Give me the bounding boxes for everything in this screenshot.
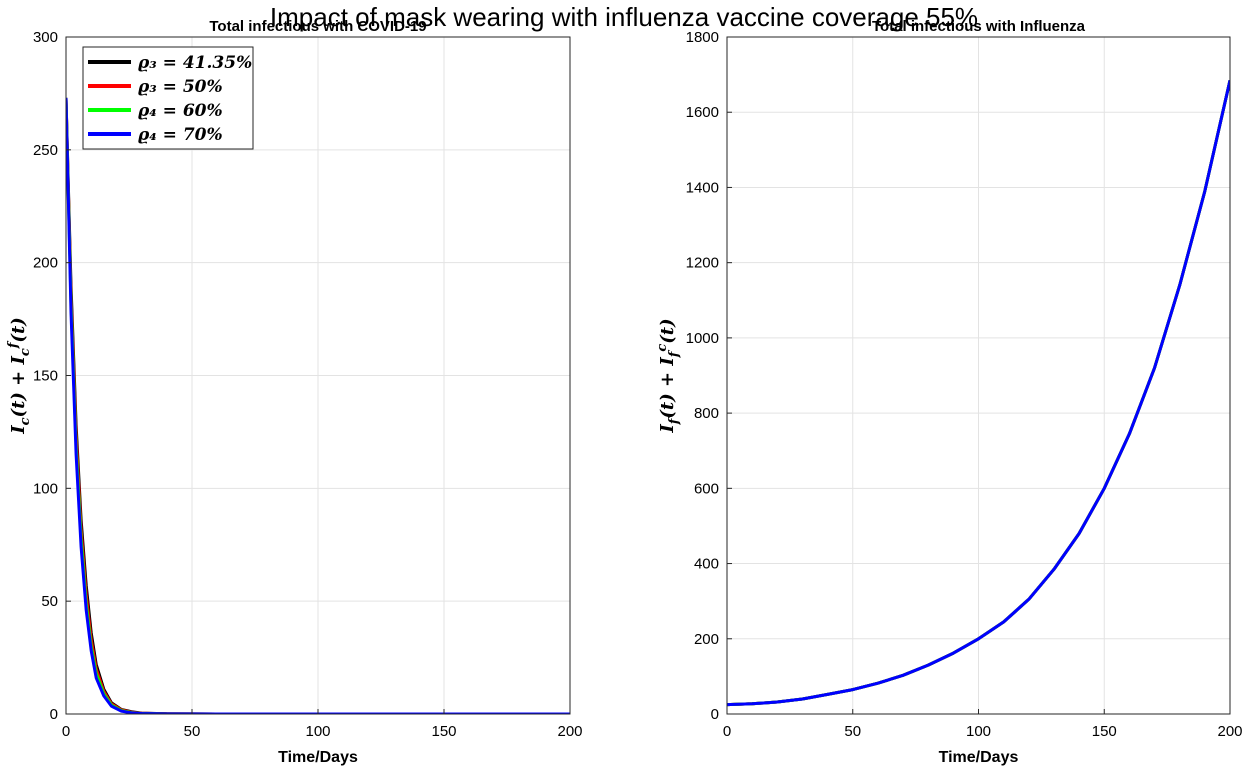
y-tick-label: 600 — [694, 480, 719, 497]
legend: ϱ₃ = 41.35% ϱ₃ = 50% ϱ₄ = 60% ϱ₄ = 70% — [82, 46, 254, 150]
x-axis-label: Time/Days — [939, 749, 1019, 766]
y-tick-label: 250 — [33, 142, 58, 159]
x-tick-label: 150 — [431, 723, 456, 740]
chart-title: Total infectious with COVID-19 — [209, 18, 426, 35]
x-tick-label: 200 — [1217, 723, 1242, 740]
legend-label-1: ϱ₃ = 41.35% — [138, 53, 252, 73]
y-tick-label: 800 — [694, 405, 719, 422]
y-axis-label-part-0-3: c — [18, 348, 33, 356]
y-axis-label-part-0-5: (t) — [8, 317, 29, 342]
y-axis-label-part-0-1: c — [18, 417, 33, 425]
series-line-4 — [66, 97, 570, 714]
y-axis-label-part-1-5: (t) — [657, 318, 678, 343]
y-tick-label: 200 — [33, 255, 58, 272]
y-tick-label: 400 — [694, 556, 719, 573]
y-tick-label: 150 — [33, 368, 58, 385]
legend-label-2: ϱ₃ = 50% — [138, 77, 223, 97]
y-tick-label: 1600 — [686, 104, 719, 121]
x-axis-label: Time/Days — [278, 749, 358, 766]
y-tick-label: 300 — [33, 29, 58, 46]
y-axis-label-part-1-3: f — [667, 349, 682, 358]
y-tick-label: 100 — [33, 480, 58, 497]
figure-title: Impact of mask wearing with influenza va… — [269, 2, 979, 32]
y-tick-label: 1000 — [686, 330, 719, 347]
x-tick-label: 0 — [723, 723, 731, 740]
y-axis-label-part-1-0: I — [657, 424, 678, 434]
x-tick-label: 50 — [844, 723, 861, 740]
legend-label-4: ϱ₄ = 70% — [138, 125, 223, 145]
x-tick-label: 100 — [966, 723, 991, 740]
y-axis-label: If(t) + Ifc(t) — [655, 318, 682, 433]
y-axis-label-part-1-1: f — [667, 416, 682, 425]
y-axis-label-part-1-4: c — [655, 344, 670, 352]
y-axis-label-part-0-4: f — [6, 340, 21, 349]
x-tick-label: 150 — [1092, 723, 1117, 740]
y-axis-label-part-1-2: (t) + I — [657, 357, 678, 419]
x-tick-label: 50 — [184, 723, 201, 740]
y-tick-label: 1800 — [686, 29, 719, 46]
y-tick-label: 0 — [711, 706, 719, 723]
chart-panel-1: 0 50 100 150 200 0 50 100 150 200 250 300 Total infe… — [6, 18, 583, 766]
chart-title: Total infectious with Influenza — [872, 18, 1086, 35]
y-tick-label: 1400 — [686, 179, 719, 196]
series-line-4 — [727, 79, 1230, 707]
legend-label-3: ϱ₄ = 60% — [138, 101, 223, 121]
y-tick-label: 200 — [694, 631, 719, 648]
chart-panel-2: 0 50 100 150 200 0 200 400 600 800 1000 1200 1400 160… — [655, 18, 1243, 766]
y-tick-label: 0 — [50, 706, 58, 723]
y-tick-label: 1200 — [686, 255, 719, 272]
y-tick-label: 50 — [41, 593, 58, 610]
x-tick-label: 200 — [557, 723, 582, 740]
y-axis-label-part-0-0: I — [8, 425, 29, 435]
x-tick-label: 0 — [62, 723, 70, 740]
y-axis-label: Ic(t) + Icf(t) — [6, 317, 33, 435]
x-tick-label: 100 — [305, 723, 330, 740]
y-axis-label-part-0-2: (t) + I — [8, 355, 29, 417]
